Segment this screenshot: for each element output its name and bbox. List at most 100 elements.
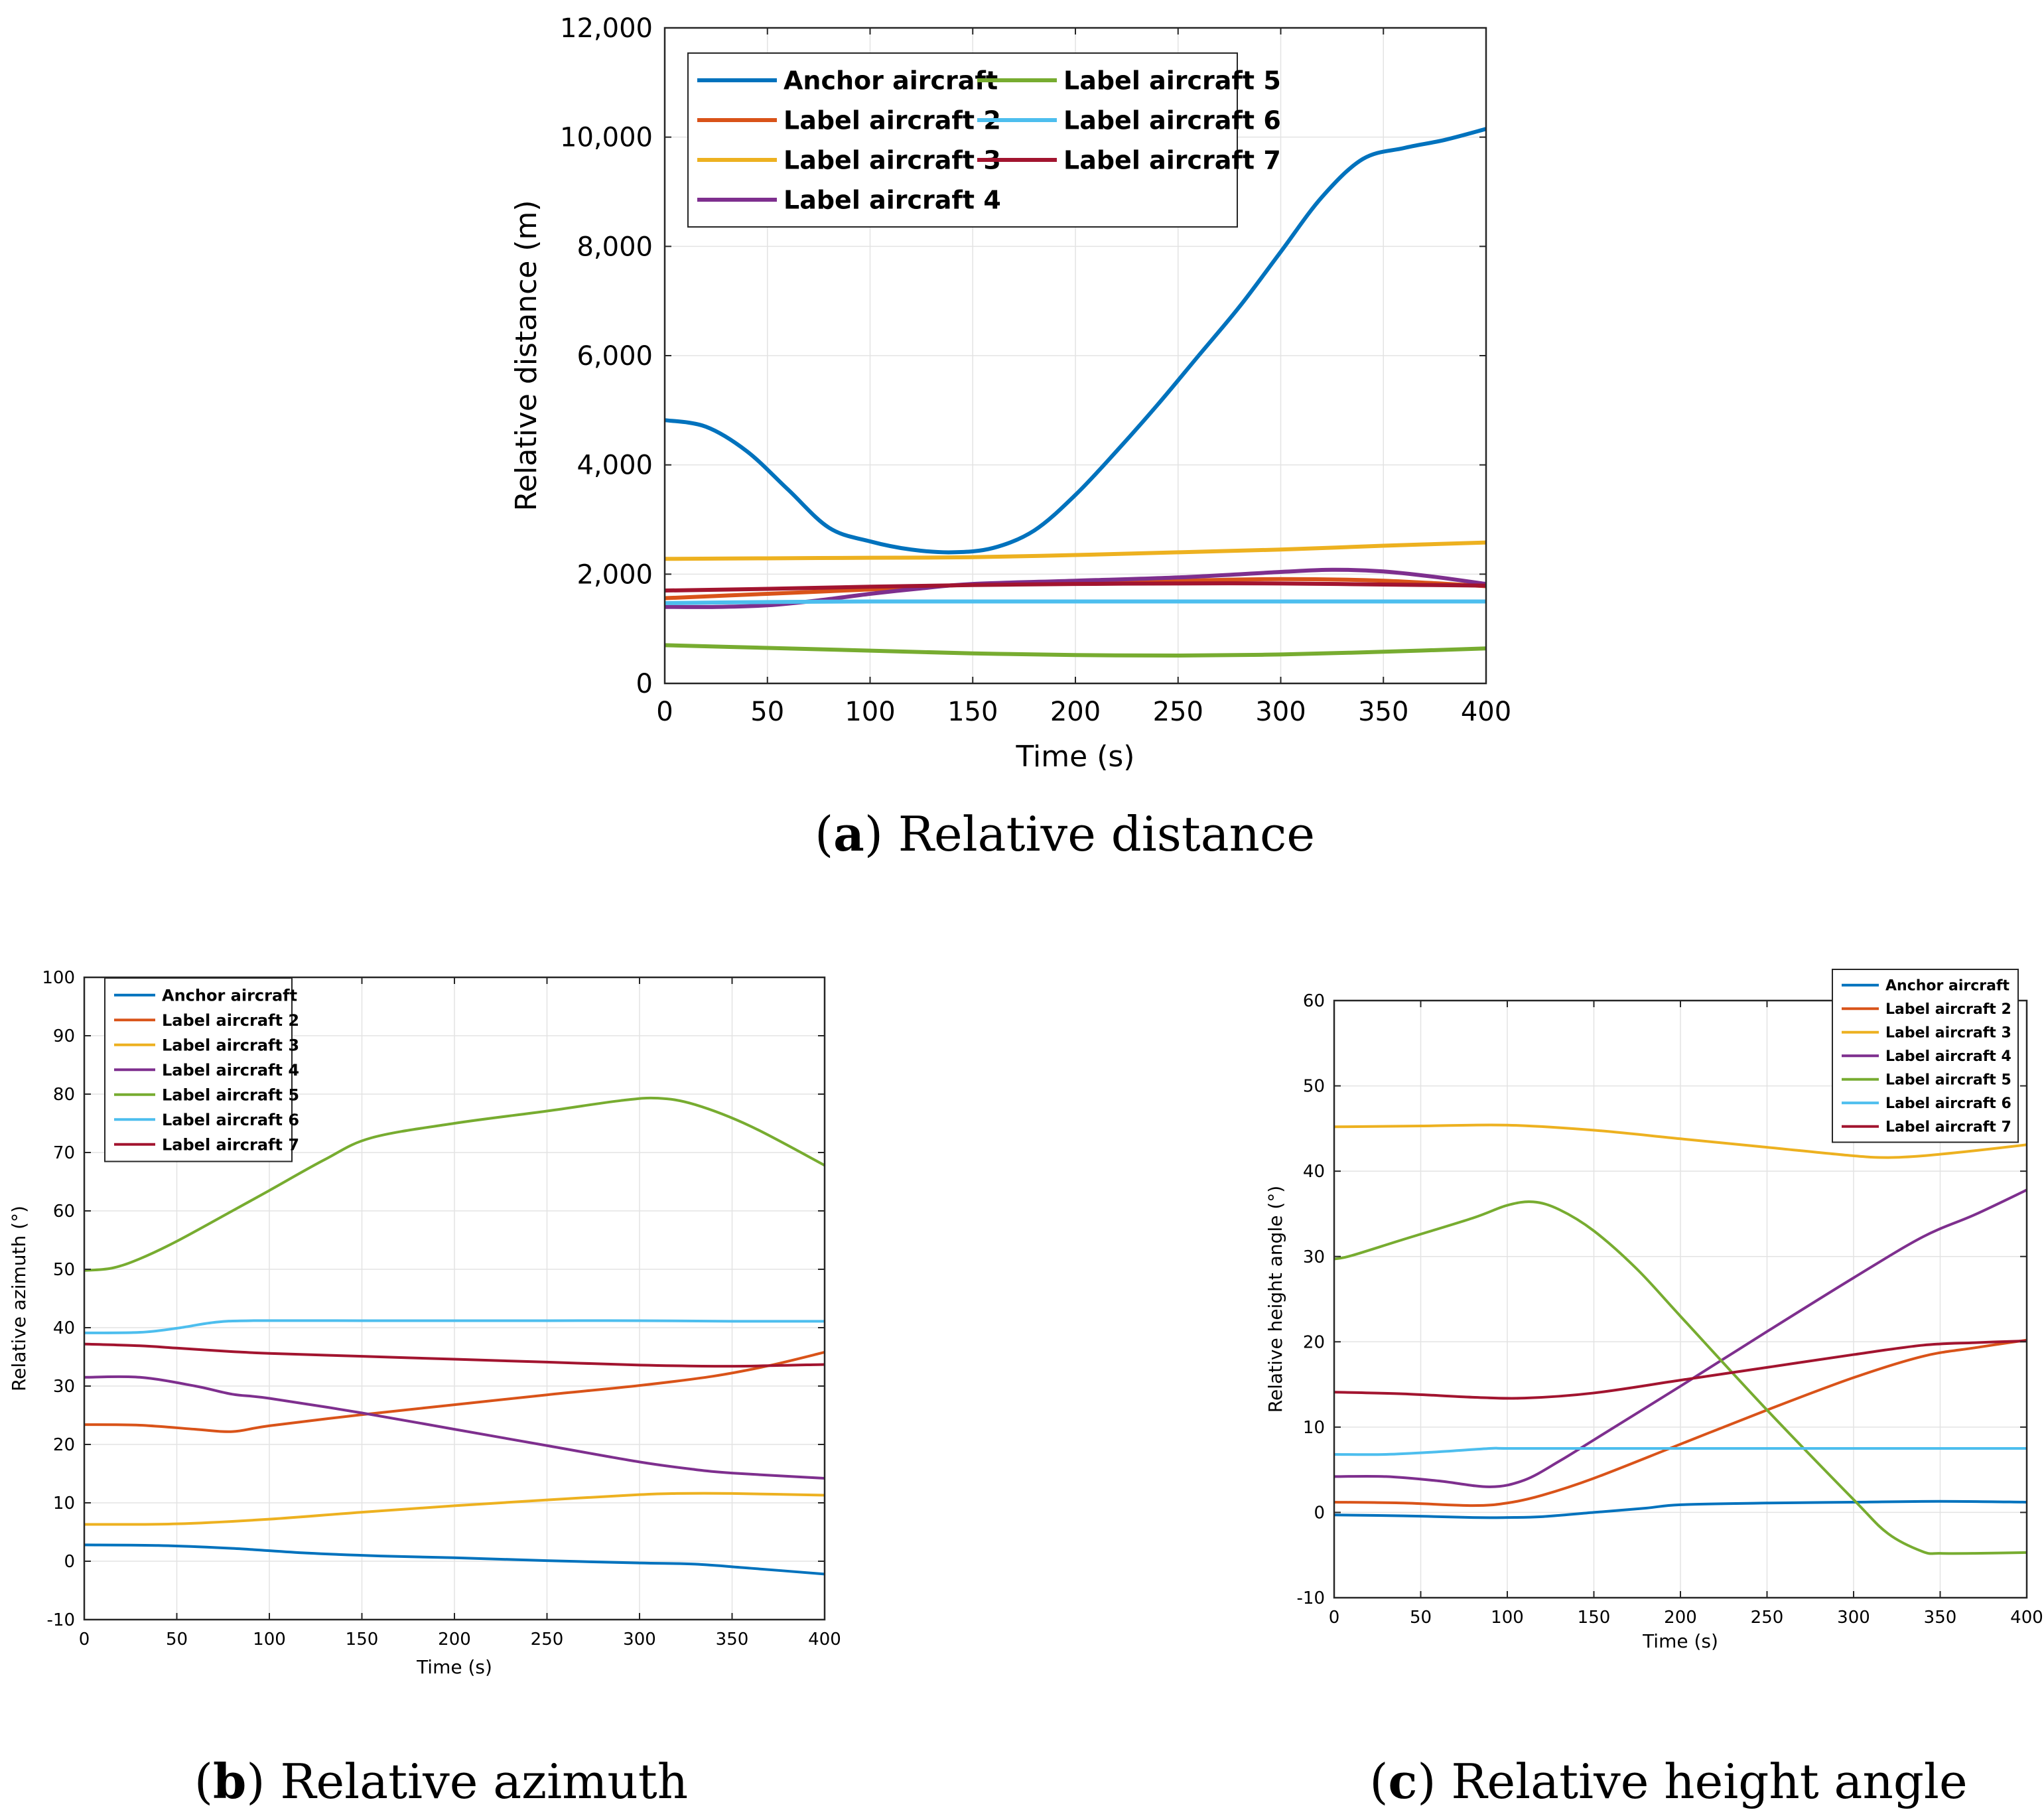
x-tick-label: 350 [1924, 1608, 1957, 1628]
y-tick-label: 50 [1303, 1077, 1325, 1097]
y-axis-label: Relative distance (m) [510, 200, 543, 511]
x-tick-label: 0 [79, 1630, 90, 1649]
series-line-5 [665, 643, 1486, 658]
captions: (a) Relative distance (b) Relative azimut… [194, 805, 1968, 1809]
legend-entry: Label aircraft 5 [1885, 1072, 2011, 1089]
series-lines [84, 1096, 825, 1576]
panel-b-relative-azimuth-chart: 0 50 100 150 200 250 300 350 400-100102030405060… [8, 968, 841, 1678]
y-tick-label: 10 [1303, 1418, 1325, 1438]
legend-entry: Anchor aircraft [784, 66, 998, 96]
x-tick-label: 400 [1461, 697, 1511, 727]
x-tick-label: 250 [1153, 697, 1203, 727]
y-tick-label: 100 [42, 968, 75, 988]
x-tick-label: 250 [531, 1630, 564, 1649]
legend-entry: Label aircraft 3 [1885, 1025, 2011, 1042]
x-tick-label: 0 [1329, 1608, 1340, 1628]
series-line-3 [84, 1492, 825, 1526]
y-tick-label: -10 [47, 1610, 75, 1630]
x-tick-label: 300 [623, 1630, 656, 1649]
panel-c-relative-height-angle-chart: 0 50 100 150 200 250 300 350 400-100102030405060… [1264, 969, 2043, 1652]
y-tick-label: 2,000 [577, 559, 653, 590]
x-tick-label: 150 [1578, 1608, 1611, 1628]
legend-entry: Label aircraft 3 [784, 146, 1001, 175]
legend-box [687, 52, 1238, 228]
series-line-4 [84, 1375, 825, 1480]
series-lines [1334, 1123, 2027, 1555]
legend: Anchor aircraft Label aircraft 2 Label air… [104, 977, 299, 1162]
series-line-4 [1334, 1188, 2027, 1488]
caption-c: (c) Relative height angle [1369, 1753, 1967, 1809]
series-line-6 [84, 1319, 825, 1334]
series-lines [665, 127, 1486, 658]
x-tick-label: 200 [1050, 697, 1101, 727]
series-line-1 [84, 1543, 825, 1576]
y-tick-label: 0 [636, 669, 653, 699]
y-tick-label: 70 [53, 1143, 75, 1163]
x-tick-label: 150 [947, 697, 998, 727]
series-line-3 [1334, 1123, 2027, 1159]
x-tick-label: 250 [1751, 1608, 1784, 1628]
legend-entry: Label aircraft 2 [162, 1011, 299, 1030]
x-tick-label: 50 [1410, 1608, 1432, 1628]
y-tick-label: 10 [53, 1494, 75, 1513]
y-tick-label: 20 [1303, 1332, 1325, 1352]
series-line-5 [84, 1096, 825, 1272]
y-tick-label: -10 [1297, 1588, 1325, 1608]
y-tick-label: 6,000 [577, 341, 653, 372]
x-axis-label: Time (s) [416, 1656, 492, 1678]
legend-entry: Label aircraft 3 [162, 1036, 299, 1054]
x-tick-label: 50 [166, 1630, 188, 1649]
series-line-7 [1334, 1340, 2027, 1400]
y-tick-label: 60 [1303, 991, 1325, 1011]
legend-entry: Label aircraft 2 [1885, 1001, 2011, 1018]
y-tick-label: 20 [53, 1435, 75, 1455]
legend-entry: Label aircraft 5 [1063, 66, 1281, 96]
series-line-1 [665, 127, 1486, 555]
x-tick-label: 50 [750, 697, 784, 727]
y-tick-label: 40 [53, 1318, 75, 1338]
legend-entry: Label aircraft 6 [162, 1111, 299, 1129]
legend-entry: Label aircraft 5 [162, 1085, 299, 1104]
legend-entry: Label aircraft 4 [162, 1061, 299, 1080]
panel-a-relative-distance-chart: 0 50 100 150 200 250 300 350 400 0 2,000 4,000 6,000… [510, 13, 1511, 774]
x-tick-label: 300 [1255, 697, 1306, 727]
x-tick-label: 400 [2010, 1608, 2043, 1628]
y-tick-label: 60 [53, 1202, 75, 1222]
series-line-2 [1334, 1338, 2027, 1507]
legend-entry: Anchor aircraft [1885, 978, 2010, 995]
y-tick-label: 10,000 [560, 123, 653, 153]
legend-entry: Label aircraft 6 [1885, 1095, 2011, 1112]
y-axis-label: Relative height angle (°) [1264, 1186, 1286, 1413]
y-tick-label: 4,000 [577, 451, 653, 481]
series-line-6 [1334, 1446, 2027, 1456]
series-line-2 [84, 1350, 825, 1433]
series-line-5 [1334, 1200, 2027, 1555]
legend: Anchor aircraft Label aircraft 2 Label air… [1832, 969, 2019, 1143]
series-line-7 [665, 581, 1486, 593]
legend-entry: Label aircraft 2 [784, 106, 1001, 135]
x-tick-label: 100 [845, 697, 895, 727]
x-axis-label: Time (s) [1016, 740, 1135, 774]
y-tick-label: 30 [1303, 1247, 1325, 1267]
series-line-3 [665, 540, 1486, 561]
x-tick-label: 100 [253, 1630, 286, 1649]
y-tick-label: 40 [1303, 1162, 1325, 1182]
legend-entry: Label aircraft 7 [1063, 146, 1281, 175]
x-tick-label: 350 [716, 1630, 749, 1649]
x-tick-label: 400 [808, 1630, 841, 1649]
y-axis-label: Relative azimuth (°) [8, 1206, 30, 1391]
series-line-7 [84, 1342, 825, 1368]
y-tick-label: 90 [53, 1026, 75, 1046]
x-tick-label: 200 [1664, 1608, 1697, 1628]
y-tick-label: 80 [53, 1085, 75, 1105]
x-axis-label: Time (s) [1642, 1630, 1718, 1652]
x-tick-label: 300 [1837, 1608, 1870, 1628]
series-line-1 [1334, 1500, 2027, 1519]
series-line-4 [665, 567, 1486, 609]
x-tick-label: 350 [1358, 697, 1408, 727]
caption-b: (b) Relative azimuth [194, 1753, 688, 1809]
y-tick-label: 0 [64, 1552, 75, 1572]
y-tick-label: 8,000 [577, 232, 653, 262]
legend-entry: Anchor aircraft [162, 986, 297, 1005]
